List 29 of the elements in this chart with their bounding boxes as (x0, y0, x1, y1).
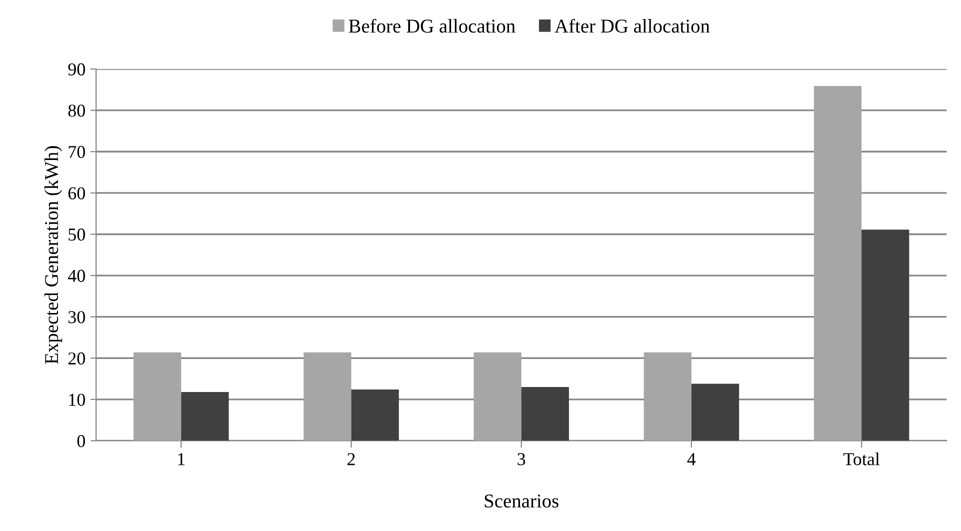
y-tick-label: 10 (69, 394, 85, 406)
y-tick-label: 0 (77, 434, 85, 448)
bar (474, 352, 522, 441)
bar (691, 384, 740, 441)
x-tick-label: 4 (687, 453, 696, 466)
y-tick-label: 50 (68, 228, 85, 241)
x-tick-label: 2 (348, 453, 355, 466)
y-tick-label: 80 (68, 104, 85, 117)
y-tick-label: 40 (68, 270, 85, 282)
y-tick-label: 90 (68, 63, 85, 76)
y-tick-label: 70 (68, 146, 85, 158)
bar (862, 230, 910, 441)
legend-label: Before DG allocation (348, 18, 516, 33)
x-tick-label: Total (843, 452, 880, 466)
bar (644, 352, 692, 441)
bar (134, 352, 182, 441)
x-tick-label: 3 (518, 453, 526, 466)
legend-label: After DG allocation (554, 18, 710, 33)
x-axis-title: Scenarios (484, 494, 558, 508)
y-axis-title: Expected Generation (kWh) (44, 146, 62, 364)
x-tick-label: 1 (178, 453, 185, 466)
y-tick-label: 60 (68, 187, 85, 200)
bar (304, 352, 352, 441)
bar (181, 392, 229, 441)
bar (814, 86, 862, 441)
y-tick-label: 30 (68, 311, 85, 324)
bar (521, 387, 569, 441)
y-tick-label: 20 (68, 352, 85, 365)
bar (351, 390, 399, 441)
